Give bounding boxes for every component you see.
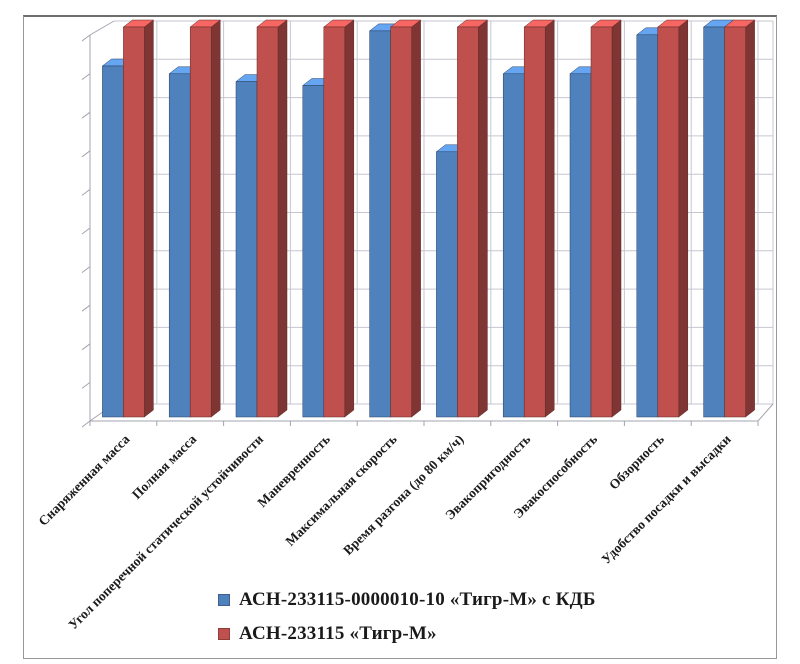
category-label: Полная масса <box>129 431 200 502</box>
bar-front-face <box>390 26 412 418</box>
bar-front-face <box>102 65 124 418</box>
bar-front-face <box>636 34 659 418</box>
bar-front-face <box>123 26 145 418</box>
category-label: Время разгона (до 80 км/ч) <box>340 432 466 558</box>
bar-front-face <box>569 73 592 418</box>
category-label: Снаряженная масса <box>35 431 132 528</box>
legend-swatch-blue <box>218 594 230 606</box>
bar-side-face <box>745 19 755 418</box>
bar-side-face <box>478 19 488 418</box>
category-label: Обзорность <box>606 432 667 493</box>
bar-front-face <box>235 81 258 418</box>
bar-front-face <box>302 85 325 418</box>
bar-side-face <box>611 19 622 418</box>
y-axis-tick <box>81 381 91 389</box>
bar-front-face <box>457 26 479 418</box>
bar-front-face <box>369 30 391 418</box>
legend-item-tigr-m-kdb: АСН-233115-0000010-10 «Тигр-М» с КДБ <box>218 589 596 611</box>
legend-label-series-2: АСН-233115 «Тигр-М» <box>239 623 437 644</box>
legend-item-tigr-m: АСН-233115 «Тигр-М» <box>218 623 596 645</box>
bar-side-face <box>344 19 355 418</box>
y-axis-tick <box>81 343 91 351</box>
bar-front-face <box>189 26 212 418</box>
bar-front-face <box>323 26 346 418</box>
bar-side-face <box>678 19 689 418</box>
bar-front-face <box>523 26 546 418</box>
floor-right-edge <box>757 403 774 422</box>
bar-front-face <box>590 26 613 418</box>
legend-swatch-red <box>218 628 230 640</box>
bar-side-face <box>144 19 154 418</box>
bar-front-face <box>256 26 279 418</box>
bar-side-face <box>277 19 288 418</box>
bar-front-face <box>724 26 746 418</box>
y-axis-tick <box>81 150 91 158</box>
category-label: Удобство посадки и высадки <box>598 431 733 566</box>
y-axis-tick <box>81 227 91 235</box>
bar-front-face <box>436 151 458 418</box>
bar-front-face <box>703 26 725 418</box>
bar-side-face <box>411 19 421 418</box>
y-axis-tick <box>81 111 91 119</box>
bar-front-face <box>657 26 680 418</box>
wall-top-edge <box>89 20 115 36</box>
chart-legend: АСН-233115-0000010-10 «Тигр-М» с КДБ АСН… <box>218 589 596 645</box>
y-axis-tick <box>81 266 91 274</box>
category-label: Максимальная скорость <box>282 432 399 549</box>
y-axis-tick <box>81 188 91 196</box>
y-axis-tick <box>81 73 91 80</box>
bar-front-face <box>502 73 525 418</box>
bar-front-face <box>168 73 191 418</box>
bar-side-face <box>210 19 221 418</box>
y-axis-tick <box>81 304 91 312</box>
legend-label-series-1: АСН-233115-0000010-10 «Тигр-М» с КДБ <box>239 589 596 610</box>
y-axis-tick <box>81 34 91 42</box>
bar-side-face <box>544 19 555 418</box>
y-axis-tick <box>81 420 91 428</box>
